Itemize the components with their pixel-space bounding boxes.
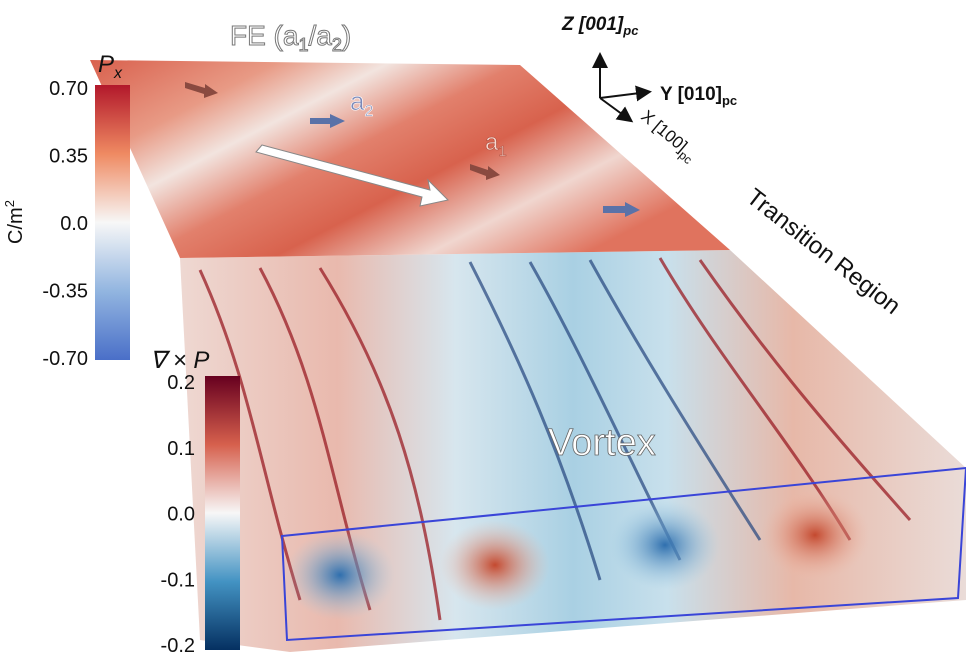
vortex-core <box>760 490 870 580</box>
colorbar-tick-label: -0.70 <box>42 348 88 370</box>
y-axis <box>600 92 648 98</box>
colorbar-tick-label: 0.0 <box>167 504 195 526</box>
y-axis-label: Y [010]pc <box>660 84 737 108</box>
colorbar <box>205 376 240 650</box>
x-axis <box>600 98 630 120</box>
colorbar-tick-label: 0.70 <box>49 78 88 100</box>
vortex-label: Vortex <box>548 422 656 464</box>
colorbar-tick-label: -0.2 <box>161 635 195 657</box>
colorbar-tick-label: 0.35 <box>49 146 88 168</box>
colorbar-symbol: Px <box>98 51 123 82</box>
colorbar-tick-label: 0.0 <box>60 213 88 235</box>
vortex-core <box>440 520 550 610</box>
colorbar-tick-label: 0.2 <box>167 372 195 394</box>
vortex-core <box>610 500 720 590</box>
x-axis-label: X [100]pc <box>635 107 701 167</box>
colorbar-tick-label: -0.1 <box>161 569 195 591</box>
colorbar-unit: C/m2 <box>2 200 27 244</box>
colorbar-symbol: ∇ × P <box>150 347 209 374</box>
colorbar-tick-label: 0.1 <box>167 438 195 460</box>
colorbar-tick-label: -0.35 <box>42 281 88 303</box>
z-axis-label: Z [001]pc <box>561 14 639 38</box>
slab-title: FE (a1/a2) <box>230 20 351 55</box>
colorbar <box>95 85 130 360</box>
fe-slab <box>90 60 730 258</box>
figure: FE (a1/a2) a2 a1 Z [001]pc Y [010]pc X [… <box>0 0 966 657</box>
vortex-core <box>285 530 395 620</box>
